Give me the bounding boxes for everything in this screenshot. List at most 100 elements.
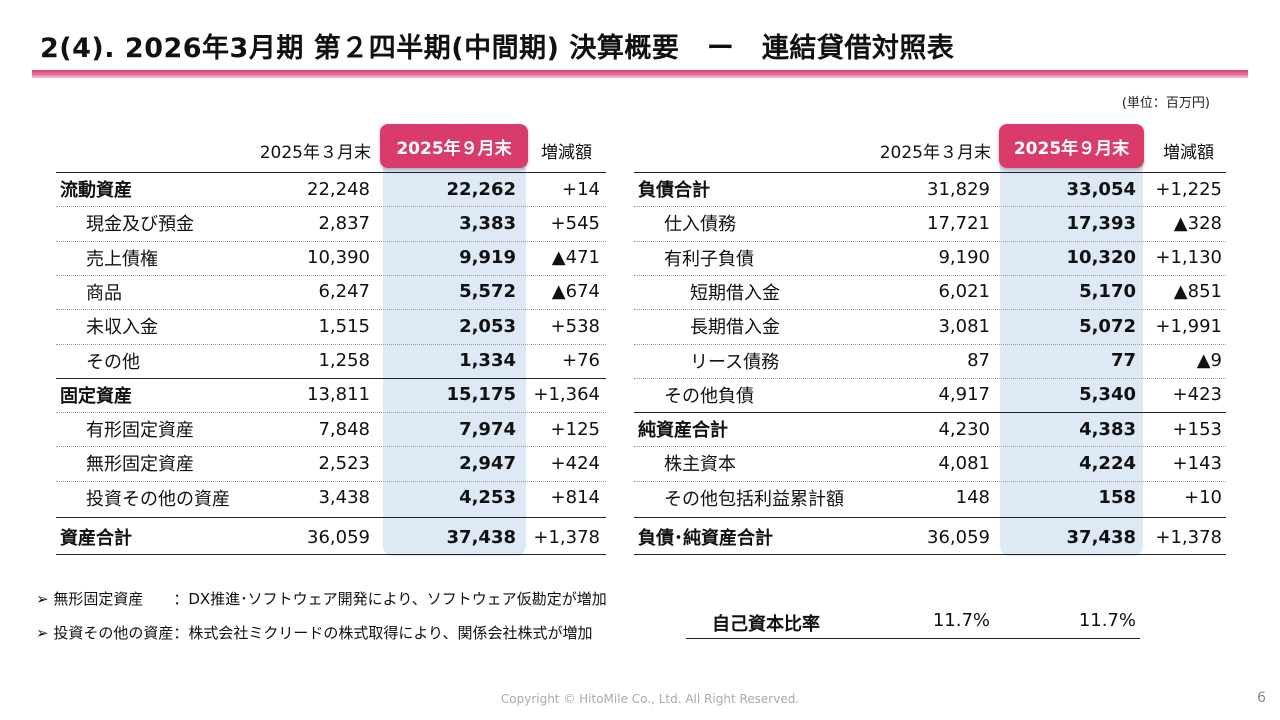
- row-prev-value: 2,837: [318, 212, 370, 234]
- header-curr: 2025年９月末: [380, 124, 528, 168]
- table-row: 株主資本 4,081 4,224 +143: [634, 446, 1226, 480]
- row-label: 短期借入金: [690, 282, 780, 304]
- row-diff-value: ▲674: [551, 281, 600, 303]
- row-separator-dotted: [634, 480, 1226, 482]
- row-diff-value: +76: [562, 350, 600, 371]
- note-1: ➢ 無形固定資産 ：DX推進･ソフトウェア開発により、ソフトウェア仮勘定が増加: [36, 590, 607, 608]
- row-separator-dotted: [56, 240, 606, 242]
- table-row: 純資産合計 4,230 4,383 +153: [634, 412, 1226, 446]
- row-label: 現金及び預金: [86, 214, 194, 236]
- row-diff-value: +14: [562, 178, 600, 200]
- row-curr-value: 158: [1098, 487, 1136, 509]
- row-separator-dotted: [56, 412, 606, 414]
- equity-ratio-prev: 11.7%: [932, 610, 990, 631]
- row-prev-value: 4,081: [938, 452, 990, 474]
- row-diff-value: +1,378: [1155, 526, 1222, 548]
- row-prev-value: 9,190: [938, 247, 990, 269]
- table-row: 無形固定資産 2,523 2,947 +424: [56, 446, 606, 480]
- table-top-rule: [634, 172, 1226, 173]
- row-diff-value: ▲328: [1173, 212, 1222, 234]
- row-curr-value: 37,438: [1066, 526, 1136, 548]
- unit-label: (単位：百万円): [1121, 96, 1210, 111]
- row-diff-value: +143: [1172, 452, 1222, 474]
- row-separator-dotted: [634, 274, 1226, 276]
- equity-ratio-label: 自己資本比率: [712, 614, 820, 635]
- row-curr-value: 5,072: [1079, 315, 1136, 337]
- row-label: その他: [86, 351, 140, 373]
- row-prev-value: 10,390: [307, 247, 370, 269]
- table-row: リース債務 87 77 ▲9: [634, 344, 1226, 378]
- header-prev: 2025年３月末: [879, 143, 991, 163]
- liabilities-table: 2025年３月末 2025年９月末 増減額 負債合計 31,829 33,054 +1…: [634, 124, 1226, 570]
- row-label: リース債務: [690, 351, 780, 373]
- table-row: その他包括利益累計額 148 158 +10: [634, 481, 1226, 515]
- current-column-highlight: [1000, 128, 1143, 556]
- row-label: 流動資産: [60, 180, 132, 201]
- header-prev: 2025年３月末: [259, 143, 371, 163]
- row-separator-solid: [634, 517, 1226, 518]
- row-separator-dotted: [56, 343, 606, 345]
- table-row: 短期借入金 6,021 5,170 ▲851: [634, 275, 1226, 309]
- equity-ratio-curr: 11.7%: [1078, 610, 1136, 631]
- row-prev-value: 17,721: [927, 212, 990, 234]
- copyright-footer: Copyright © HitoMile Co., Ltd. All Right…: [500, 692, 800, 706]
- row-prev-value: 2,523: [318, 452, 370, 474]
- table-row: 投資その他の資産 3,438 4,253 +814: [56, 481, 606, 515]
- row-label: 負債合計: [638, 180, 710, 201]
- row-diff-value: +153: [1172, 418, 1222, 440]
- row-separator-solid: [56, 517, 606, 518]
- page-number: 6: [1257, 690, 1266, 706]
- row-diff-value: +1,364: [533, 384, 600, 406]
- table-row: 負債･純資産合計 36,059 37,438 +1,378: [634, 520, 1226, 554]
- row-diff-value: +814: [550, 487, 600, 509]
- row-prev-value: 4,230: [938, 418, 990, 440]
- row-curr-value: 17,393: [1066, 212, 1136, 234]
- row-prev-value: 31,829: [927, 178, 990, 200]
- row-prev-value: 7,848: [318, 418, 370, 440]
- row-label: 売上債権: [86, 248, 158, 270]
- row-curr-value: 4,253: [459, 487, 516, 509]
- row-label: 長期借入金: [690, 317, 780, 339]
- row-curr-value: 9,919: [459, 247, 516, 269]
- row-separator-dotted: [634, 309, 1226, 311]
- row-label: 固定資産: [60, 385, 132, 407]
- row-curr-value: 15,175: [446, 384, 516, 406]
- row-diff-value: +1,378: [533, 526, 600, 548]
- table-top-rule: [56, 172, 606, 173]
- row-label: 純資産合計: [638, 420, 728, 442]
- table-row: 負債合計 31,829 33,054 +1,225: [634, 172, 1226, 206]
- row-prev-value: 1,515: [318, 315, 370, 337]
- row-prev-value: 6,247: [318, 281, 370, 303]
- row-curr-value: 3,383: [459, 212, 516, 234]
- row-separator-dotted: [56, 274, 606, 276]
- row-prev-value: 6,021: [938, 281, 990, 303]
- row-separator-dotted: [634, 343, 1226, 345]
- row-prev-value: 148: [955, 487, 990, 509]
- table-row: その他 1,258 1,334 +76: [56, 344, 606, 378]
- row-separator-dotted: [634, 377, 1226, 379]
- table-row: 固定資産 13,811 15,175 +1,364: [56, 378, 606, 412]
- table-row: 現金及び預金 2,837 3,383 +545: [56, 206, 606, 240]
- row-label: 資産合計: [60, 528, 132, 549]
- row-curr-value: 1,334: [459, 350, 516, 371]
- row-prev-value: 36,059: [927, 526, 990, 548]
- table-row: 有形固定資産 7,848 7,974 +125: [56, 412, 606, 446]
- table-row: 流動資産 22,248 22,262 +14: [56, 172, 606, 206]
- table-row: 未収入金 1,515 2,053 +538: [56, 309, 606, 343]
- row-separator-dotted: [56, 206, 606, 208]
- row-prev-value: 3,081: [938, 315, 990, 337]
- table-row: 商品 6,247 5,572 ▲674: [56, 275, 606, 309]
- title-underline: [32, 70, 1248, 78]
- row-curr-value: 5,170: [1079, 281, 1136, 303]
- row-diff-value: +424: [550, 452, 600, 474]
- row-diff-value: +1,225: [1155, 178, 1222, 200]
- row-label: その他負債: [664, 385, 754, 407]
- row-diff-value: ▲471: [551, 247, 600, 269]
- row-diff-value: +423: [1172, 384, 1222, 406]
- row-curr-value: 5,572: [459, 281, 516, 303]
- row-curr-value: 33,054: [1066, 178, 1136, 200]
- row-prev-value: 22,248: [307, 178, 370, 200]
- row-diff-value: +1,130: [1155, 247, 1222, 269]
- row-label: 仕入債務: [664, 214, 736, 236]
- row-separator-dotted: [56, 309, 606, 311]
